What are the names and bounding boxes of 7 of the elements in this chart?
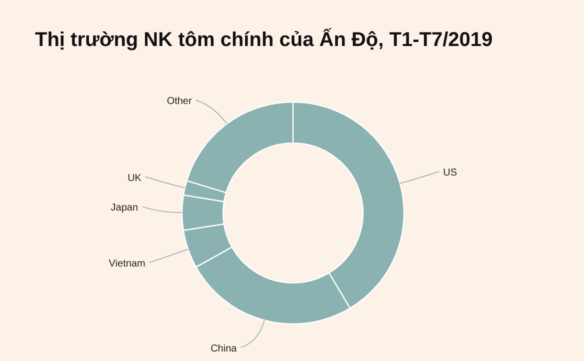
slice-label: Japan [110,202,138,214]
slice-label: China [210,344,238,355]
slice-label: US [443,168,458,178]
chart-title: Thị trường NK tôm chính của Ấn Độ, T1-T7/2019 [35,28,493,51]
slice-label: Other [166,96,192,108]
slice-label: UK [128,172,142,184]
slice-label: Vietnam [108,258,146,270]
